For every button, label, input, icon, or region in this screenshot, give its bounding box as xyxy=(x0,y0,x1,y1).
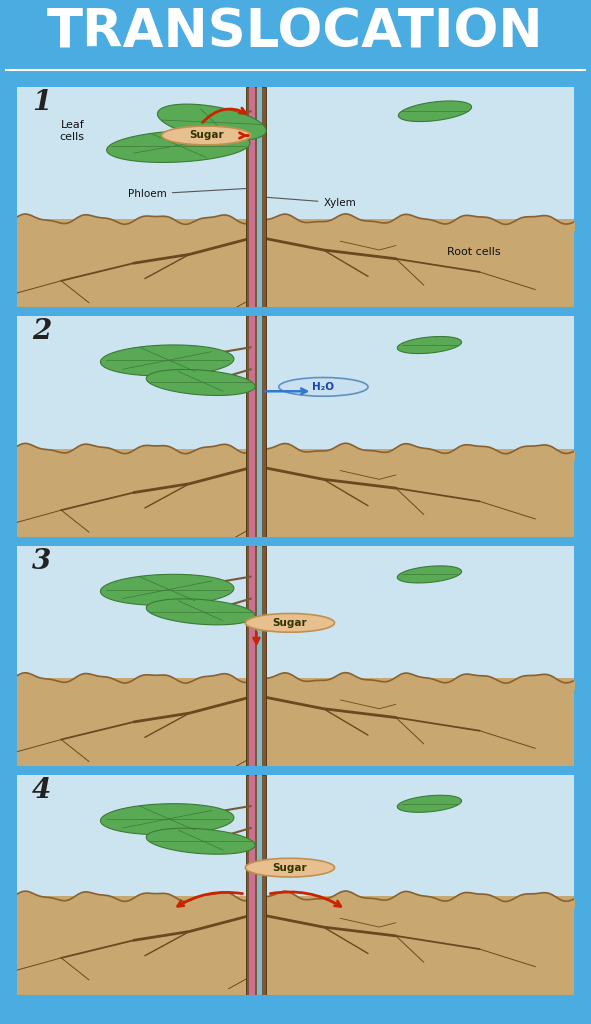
Bar xyxy=(17,316,574,449)
Polygon shape xyxy=(157,104,266,140)
Ellipse shape xyxy=(161,126,251,144)
Polygon shape xyxy=(146,828,255,854)
Bar xyxy=(17,449,574,537)
Text: 1: 1 xyxy=(32,89,51,116)
Text: TRANSLOCATION: TRANSLOCATION xyxy=(47,7,544,58)
Bar xyxy=(246,775,267,995)
Bar xyxy=(246,546,267,766)
Text: Sugar: Sugar xyxy=(189,130,223,140)
Text: Sugar: Sugar xyxy=(272,862,307,872)
Polygon shape xyxy=(106,130,250,163)
Bar xyxy=(257,775,262,995)
Text: Phloem: Phloem xyxy=(128,188,247,199)
Polygon shape xyxy=(398,101,472,122)
Bar xyxy=(257,316,262,537)
Ellipse shape xyxy=(245,613,335,632)
Polygon shape xyxy=(100,574,234,605)
Polygon shape xyxy=(397,337,462,353)
Polygon shape xyxy=(146,599,255,625)
Bar xyxy=(246,87,267,307)
Bar xyxy=(17,775,574,896)
Bar xyxy=(246,316,267,537)
Text: H₂O: H₂O xyxy=(313,382,335,392)
Bar xyxy=(17,896,574,995)
Text: Root cells: Root cells xyxy=(447,247,501,257)
Bar xyxy=(249,546,255,766)
Polygon shape xyxy=(146,370,255,395)
Bar xyxy=(17,219,574,307)
Polygon shape xyxy=(397,796,462,812)
Text: 3: 3 xyxy=(32,548,51,574)
Ellipse shape xyxy=(279,378,368,396)
Bar xyxy=(17,546,574,678)
Bar xyxy=(17,87,574,219)
Text: 2: 2 xyxy=(32,318,51,345)
Text: Sugar: Sugar xyxy=(272,617,307,628)
Bar xyxy=(17,678,574,766)
Ellipse shape xyxy=(245,858,335,877)
Bar xyxy=(257,546,262,766)
Polygon shape xyxy=(100,345,234,376)
Polygon shape xyxy=(397,566,462,583)
Bar xyxy=(249,87,255,307)
Text: 4: 4 xyxy=(32,777,51,804)
Text: Leaf
cells: Leaf cells xyxy=(60,120,85,142)
Bar xyxy=(249,316,255,537)
Bar xyxy=(257,87,262,307)
Polygon shape xyxy=(100,804,234,835)
Bar xyxy=(249,775,255,995)
Text: Xylem: Xylem xyxy=(267,198,356,208)
